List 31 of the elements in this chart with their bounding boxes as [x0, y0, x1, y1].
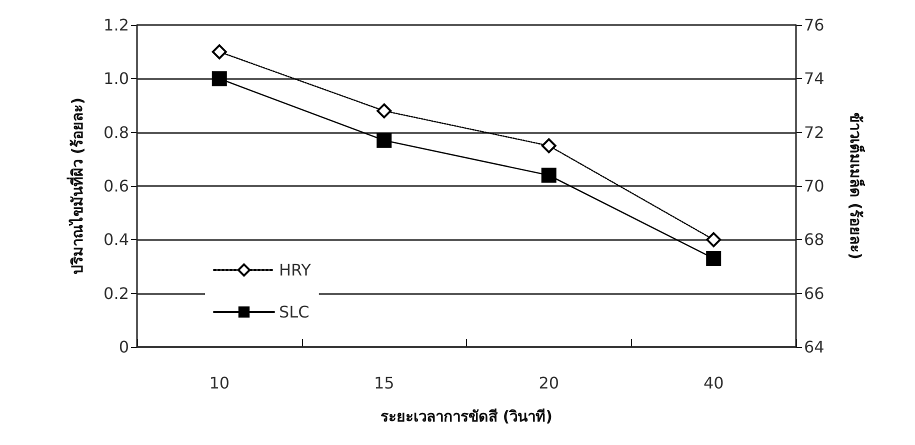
- legend-label: SLC: [279, 302, 310, 322]
- y2-tick-label: 72: [804, 122, 824, 142]
- legend-label: HRY: [279, 260, 312, 280]
- y2-axis-title: ข้าวเต็มเมล็ด (ร้อยละ): [846, 112, 866, 260]
- y2-tick-label: 64: [804, 338, 824, 356]
- y-tick-label: 0.4: [104, 230, 129, 250]
- x-axis-title: ระยะเวลาการขัดสี (วินาที): [380, 408, 552, 426]
- point: [706, 232, 722, 248]
- y2-tick-label: 70: [804, 176, 824, 196]
- y2-tick-label: 66: [804, 284, 824, 303]
- point: [541, 138, 556, 154]
- point: [376, 132, 392, 148]
- y-tick-label: 0: [118, 338, 129, 356]
- point: [541, 168, 556, 183]
- y-tick-label: 1.0: [104, 69, 129, 88]
- x-tick-label: 20: [538, 374, 560, 392]
- point: [212, 44, 227, 60]
- point: [212, 71, 227, 86]
- y-axis-title: ปริมาณไขมันที่ผิว (ร้อยละ): [66, 98, 86, 274]
- y2-tick-label: 74: [804, 69, 824, 88]
- y-tick-label: 0.6: [104, 176, 129, 196]
- point: [706, 250, 722, 266]
- y2-tick-label: 76: [804, 16, 824, 34]
- y-tick-label: 0.8: [104, 122, 129, 142]
- x-tick-label: 40: [703, 374, 724, 392]
- point: [376, 103, 392, 118]
- y-tick-label: 0.2: [104, 284, 129, 303]
- x-tick-label: 15: [374, 374, 394, 392]
- y-tick-label: 1.2: [104, 16, 129, 34]
- x-tick-label: 10: [209, 374, 230, 392]
- y2-tick-label: 68: [804, 230, 824, 250]
